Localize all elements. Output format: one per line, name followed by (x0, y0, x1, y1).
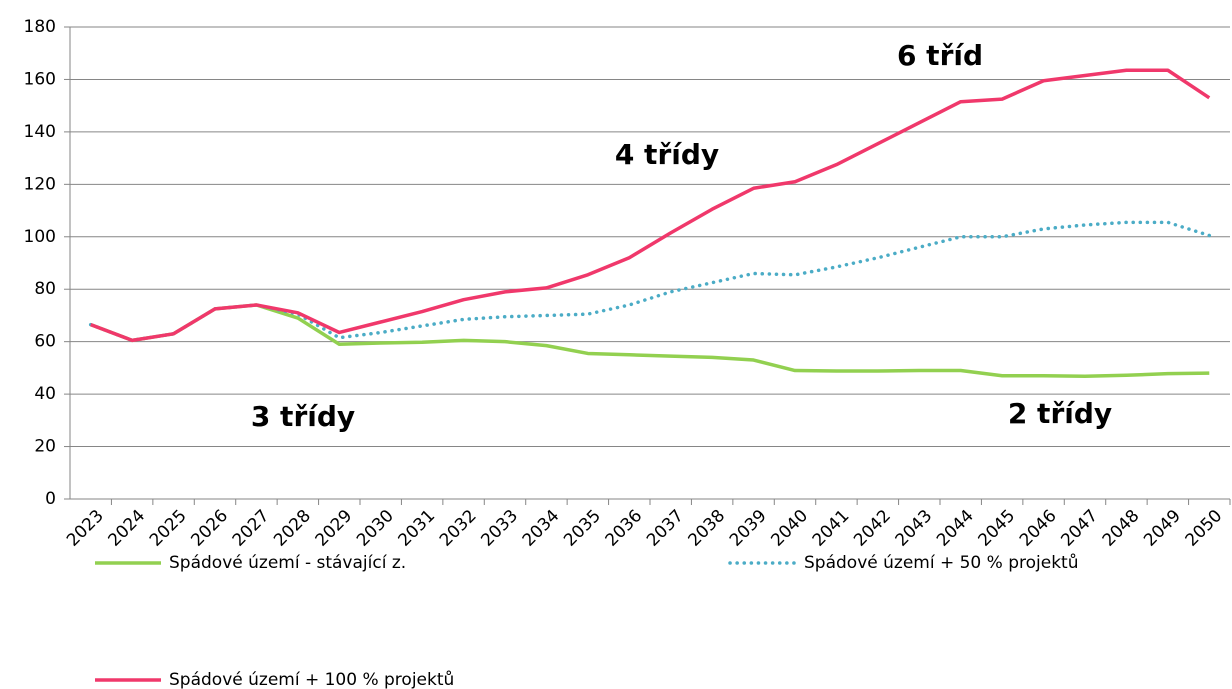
x-tick-label: 2036 (602, 506, 647, 551)
y-tick-label: 60 (34, 332, 56, 352)
x-tick-label: 2039 (726, 506, 771, 551)
y-tick-label: 80 (34, 279, 56, 299)
y-tick-label: 140 (24, 122, 56, 142)
x-tick-label: 2029 (312, 506, 357, 551)
plot: 0204060801001201401601802023202420252026… (24, 17, 1231, 689)
x-tick-label: 2043 (892, 506, 937, 551)
x-tick-label: 2038 (684, 506, 729, 551)
annotation: 3 třídy (251, 400, 355, 433)
annotation: 4 třídy (615, 138, 719, 171)
y-tick-label: 40 (34, 384, 56, 404)
x-tick-label: 2024 (104, 506, 149, 551)
series-line (90, 303, 1210, 379)
y-tick-label: 160 (24, 69, 56, 89)
x-tick-label: 2040 (767, 506, 812, 551)
x-tick-label: 2042 (850, 506, 895, 551)
annotation: 6 tříd (897, 39, 983, 72)
x-tick-label: 2044 (933, 506, 978, 551)
x-tick-label: 2027 (229, 506, 274, 551)
x-tick-label: 2045 (974, 506, 1019, 551)
legend-label: Spádové území + 100 % projektů (169, 670, 454, 689)
x-tick-label: 2025 (146, 506, 191, 551)
y-tick-label: 20 (34, 437, 56, 457)
series-line (88, 220, 1212, 343)
x-tick-label: 2033 (477, 506, 522, 551)
y-tick-label: 0 (45, 489, 56, 509)
x-tick-label: 2034 (519, 506, 564, 551)
x-tick-label: 2048 (1099, 506, 1144, 551)
legend-label: Spádové území - stávající z. (169, 553, 406, 573)
y-tick-label: 100 (24, 227, 56, 247)
x-tick-label: 2050 (1182, 506, 1227, 551)
annotation: 2 třídy (1008, 397, 1112, 430)
x-tick-label: 2049 (1140, 506, 1185, 551)
x-tick-label: 2046 (1016, 506, 1061, 551)
x-tick-label: 2026 (187, 506, 232, 551)
y-tick-label: 180 (24, 17, 56, 37)
x-tick-label: 2047 (1057, 506, 1102, 551)
x-tick-label: 2035 (560, 506, 605, 551)
series-line (90, 68, 1211, 343)
legend-label: Spádové území + 50 % projektů (804, 553, 1078, 573)
x-tick-label: 2031 (394, 506, 439, 551)
x-tick-label: 2037 (643, 506, 688, 551)
y-tick-label: 120 (24, 174, 56, 194)
x-tick-label: 2023 (63, 506, 108, 551)
x-tick-label: 2032 (436, 506, 481, 551)
x-tick-label: 2041 (809, 506, 854, 551)
x-tick-label: 2030 (353, 506, 398, 551)
x-tick-label: 2028 (270, 506, 315, 551)
